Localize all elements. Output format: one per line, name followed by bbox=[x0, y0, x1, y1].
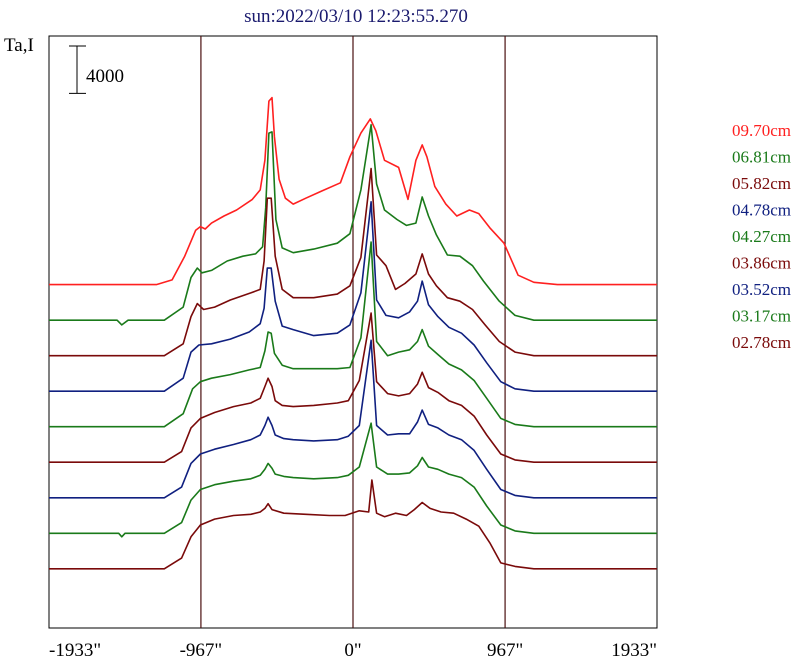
legend-item: 06.81cm bbox=[732, 148, 791, 167]
series-lines bbox=[49, 96, 657, 570]
x-tick-label: -967" bbox=[180, 640, 223, 661]
series-line-04.27cm bbox=[49, 241, 657, 428]
vertical-reference-lines bbox=[200, 36, 506, 628]
series-line-09.70cm bbox=[49, 96, 657, 286]
scale-bar: 4000 bbox=[69, 45, 124, 94]
series-line-02.78cm bbox=[49, 479, 657, 570]
legend-item: 03.52cm bbox=[732, 280, 791, 299]
series-line-03.52cm bbox=[49, 339, 657, 499]
legend: 09.70cm 06.81cm 05.82cm 04.78cm 04.27cm 03.86… bbox=[732, 121, 791, 352]
series-line-03.17cm bbox=[49, 422, 657, 538]
legend-item: 02.78cm bbox=[732, 333, 791, 352]
legend-item: 03.86cm bbox=[732, 254, 791, 273]
series-line-03.86cm bbox=[49, 312, 657, 463]
x-axis-ticks: -1933" -967" 0" 967" 1933" bbox=[49, 640, 657, 661]
series-line-06.81cm bbox=[49, 124, 657, 326]
y-axis-label: Ta,I bbox=[4, 35, 34, 56]
series-line-05.82cm bbox=[49, 167, 657, 357]
legend-item: 03.17cm bbox=[732, 307, 791, 326]
legend-item: 05.82cm bbox=[732, 174, 791, 193]
series-line-04.78cm bbox=[49, 201, 657, 392]
x-tick-label: 967" bbox=[487, 640, 523, 661]
x-tick-label: 1933" bbox=[611, 640, 657, 661]
legend-item: 09.70cm bbox=[732, 121, 791, 140]
legend-item: 04.78cm bbox=[732, 201, 791, 220]
x-tick-label: -1933" bbox=[49, 640, 101, 661]
legend-item: 04.27cm bbox=[732, 227, 791, 246]
scale-bar-label: 4000 bbox=[86, 66, 124, 87]
x-tick-label: 0" bbox=[344, 640, 361, 661]
chart-title: sun:2022/03/10 12:23:55.270 bbox=[244, 6, 468, 27]
